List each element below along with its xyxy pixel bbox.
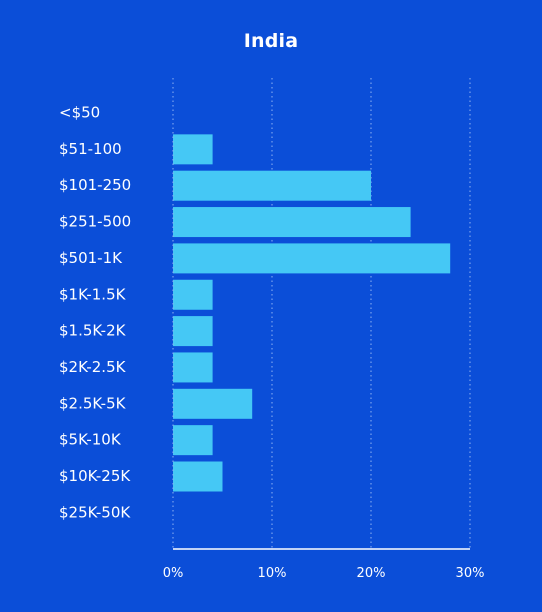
bar bbox=[173, 279, 213, 310]
category-label: $1K-1.5K bbox=[59, 285, 127, 303]
chart-title: India bbox=[243, 30, 299, 52]
bar bbox=[173, 243, 451, 274]
x-tick-label: 10% bbox=[258, 566, 287, 581]
bar bbox=[173, 316, 213, 347]
bar bbox=[173, 388, 253, 419]
category-label: $501-1K bbox=[59, 249, 123, 267]
bar bbox=[173, 207, 411, 238]
bar bbox=[173, 425, 213, 456]
category-label: $2K-2.5K bbox=[59, 358, 127, 376]
category-label: $2.5K-5K bbox=[59, 394, 127, 412]
x-tick-label: 0% bbox=[163, 566, 184, 581]
bar bbox=[173, 352, 213, 383]
bar bbox=[173, 134, 213, 165]
category-label: $1.5K-2K bbox=[59, 322, 127, 340]
x-tick-label: 20% bbox=[357, 566, 386, 581]
category-label: $251-500 bbox=[59, 213, 131, 231]
bar bbox=[173, 461, 223, 492]
category-label: $51-100 bbox=[59, 140, 122, 158]
category-label: $5K-10K bbox=[59, 431, 122, 449]
category-label: $10K-25K bbox=[59, 467, 131, 485]
category-label: $25K-50K bbox=[59, 503, 131, 521]
category-label: <$50 bbox=[59, 104, 100, 122]
x-tick-label: 30% bbox=[456, 566, 485, 581]
bar bbox=[173, 170, 371, 201]
category-label: $101-250 bbox=[59, 176, 131, 194]
